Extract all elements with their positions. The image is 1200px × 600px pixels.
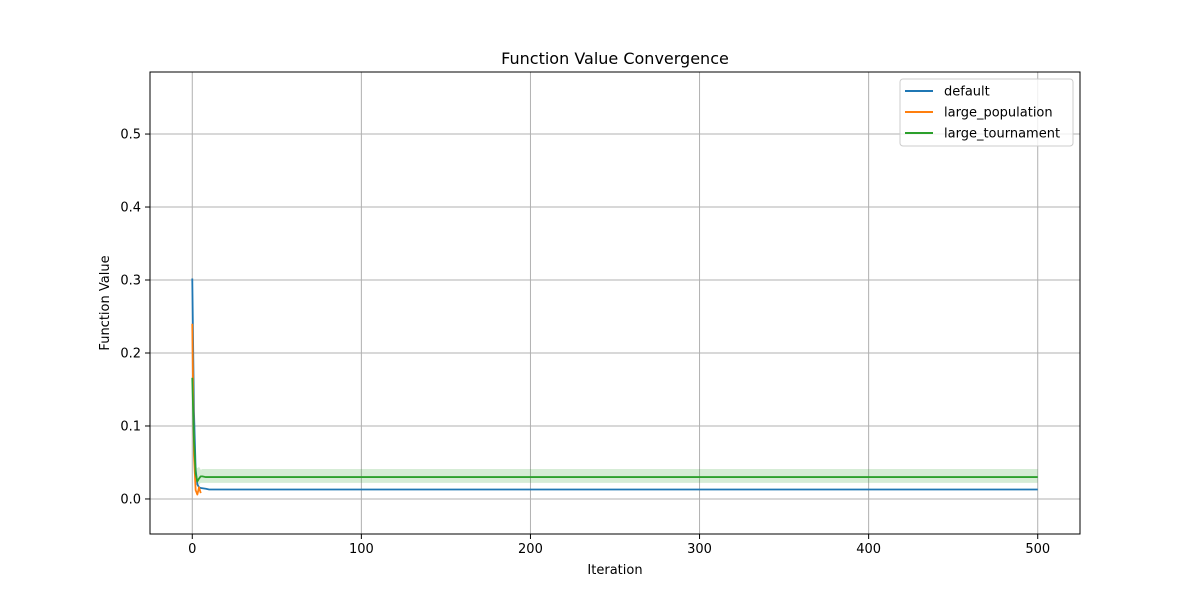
y-tick-label: 0.5: [120, 128, 141, 143]
x-tick-label: 0: [188, 542, 196, 557]
x-tick-label: 300: [687, 542, 712, 557]
x-axis-ticks: 0 100 200 300 400 500: [188, 534, 1050, 557]
series-line-large_tournament: [191, 377, 1038, 483]
grid: [150, 72, 1080, 534]
y-tick-label: 0.3: [120, 274, 141, 289]
band-large_tournament: [192, 377, 1038, 486]
legend-label: large_tournament: [944, 127, 1060, 142]
x-tick-label: 400: [856, 542, 881, 557]
y-axis-ticks: 0.0 0.1 0.2 0.3 0.4 0.5: [120, 128, 150, 507]
y-tick-label: 0.1: [120, 419, 141, 434]
x-tick-label: 100: [349, 542, 374, 557]
legend-label: default: [944, 85, 990, 100]
y-tick-label: 0.4: [120, 201, 141, 216]
y-tick-label: 0.0: [120, 492, 141, 507]
series-lines: [191, 278, 1038, 496]
confidence-bands: [192, 377, 1038, 486]
x-tick-label: 200: [518, 542, 543, 557]
chart-title: Function Value Convergence: [501, 49, 729, 68]
legend-box: [899, 78, 1074, 147]
legend-label: large_population: [944, 106, 1053, 121]
y-axis-label: Function Value: [98, 255, 113, 350]
series-line-default: [191, 278, 1038, 491]
legend: default large_population large_tournament: [899, 78, 1074, 147]
x-tick-label: 500: [1025, 542, 1050, 557]
x-axis-label: Iteration: [587, 563, 642, 578]
y-tick-label: 0.2: [120, 346, 141, 361]
plot-frame: [149, 71, 1081, 535]
